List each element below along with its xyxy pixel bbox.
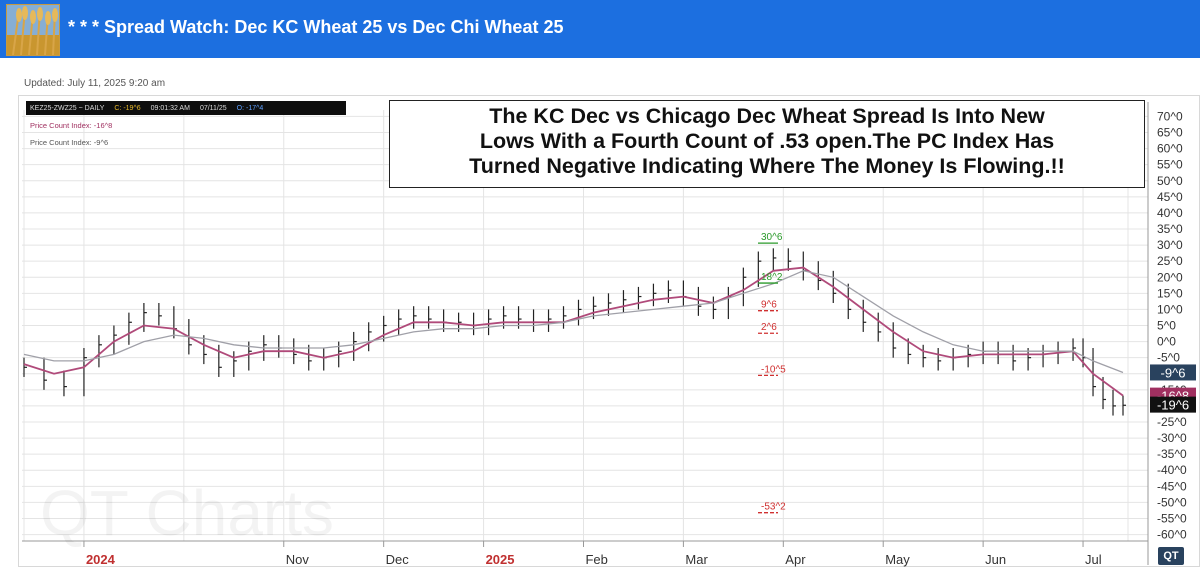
qt-badge[interactable]: QT: [1158, 547, 1184, 565]
annotation-box: The KC Dec vs Chicago Dec Wheat Spread I…: [389, 100, 1145, 188]
price-count-label: 9^6: [761, 300, 777, 311]
symbol-info-bar: KEZ25-ZWZ25 ~ DAILY C: -19^6 09:01:32 AM…: [26, 101, 346, 115]
y-tick-label: 65^0: [1157, 126, 1183, 140]
y-tick-label: 15^0: [1157, 286, 1183, 300]
price-count-index-1: Price Count Index: -16^8: [30, 121, 113, 130]
y-tick-label: 40^0: [1157, 206, 1183, 220]
x-tick-label: Apr: [785, 552, 806, 567]
value-marker-label: -9^6: [1161, 365, 1186, 380]
y-tick-label: 0^0: [1157, 335, 1176, 349]
value-marker: [1150, 396, 1196, 413]
date-value: 07/11/25: [199, 104, 227, 112]
header-bar: * * * Spread Watch: Dec KC Wheat 25 vs D…: [0, 0, 1200, 58]
x-tick-label: Mar: [685, 552, 708, 567]
annotation-line: The KC Dec vs Chicago Dec Wheat Spread I…: [489, 104, 1045, 128]
wheat-logo-icon: [6, 4, 60, 56]
price-count-label: 2^6: [761, 322, 777, 333]
updated-timestamp: Updated: July 11, 2025 9:20 am: [24, 78, 166, 89]
x-tick-label: Dec: [386, 552, 410, 567]
y-tick-label: 20^0: [1157, 270, 1183, 284]
price-count-label: 18^2: [761, 272, 783, 283]
average-line-2: [23, 270, 1124, 374]
price-count-label: -10^5: [761, 364, 786, 375]
x-tick-label: 2025: [486, 552, 515, 567]
price-count-label: 30^6: [761, 232, 783, 243]
y-tick-label: 10^0: [1157, 302, 1183, 316]
y-tick-label: -30^0: [1157, 431, 1187, 445]
x-tick-label: Nov: [286, 552, 310, 567]
y-tick-label: 5^0: [1157, 319, 1176, 333]
y-tick-label: 50^0: [1157, 174, 1183, 188]
y-tick-label: 30^0: [1157, 238, 1183, 252]
close-value: C: -19^6: [114, 104, 141, 112]
average-line-1: [23, 266, 1124, 397]
symbol-label: KEZ25-ZWZ25 ~ DAILY: [30, 104, 105, 112]
y-tick-label: 35^0: [1157, 222, 1183, 236]
y-tick-label: -50^0: [1157, 495, 1187, 509]
y-tick-label: -25^0: [1157, 415, 1187, 429]
y-tick-label: 45^0: [1157, 190, 1183, 204]
x-tick-label: Feb: [585, 552, 607, 567]
y-tick-label: -5^0: [1157, 351, 1180, 365]
y-tick-label: -40^0: [1157, 463, 1187, 477]
price-count-label: -53^2: [761, 502, 786, 513]
y-tick-label: -60^0: [1157, 528, 1187, 542]
x-tick-label: May: [885, 552, 910, 567]
x-tick-label: Jun: [985, 552, 1006, 567]
page-title: * * * Spread Watch: Dec KC Wheat 25 vs D…: [68, 17, 564, 37]
open-value: O: -17^4: [236, 104, 264, 112]
y-tick-label: -55^0: [1157, 511, 1187, 525]
price-count-index-2: Price Count Index: -9^6: [30, 138, 109, 147]
y-tick-label: -35^0: [1157, 447, 1187, 461]
watermark: QT Charts: [40, 476, 334, 550]
time-value: 09:01:32 AM: [150, 104, 190, 112]
y-tick-label: 25^0: [1157, 254, 1183, 268]
annotation-line: Turned Negative Indicating Where The Mon…: [469, 154, 1065, 178]
y-tick-label: -45^0: [1157, 479, 1187, 493]
value-marker: [1150, 364, 1196, 381]
y-tick-label: 70^0: [1157, 109, 1183, 123]
x-tick-label: 2024: [86, 552, 116, 567]
value-marker-label: -19^6: [1157, 398, 1189, 413]
x-tick-label: Jul: [1085, 552, 1102, 567]
y-tick-label: 55^0: [1157, 158, 1183, 172]
annotation-line: Lows With a Fourth Count of .53 open.The…: [479, 129, 1055, 153]
y-tick-label: 60^0: [1157, 142, 1183, 156]
